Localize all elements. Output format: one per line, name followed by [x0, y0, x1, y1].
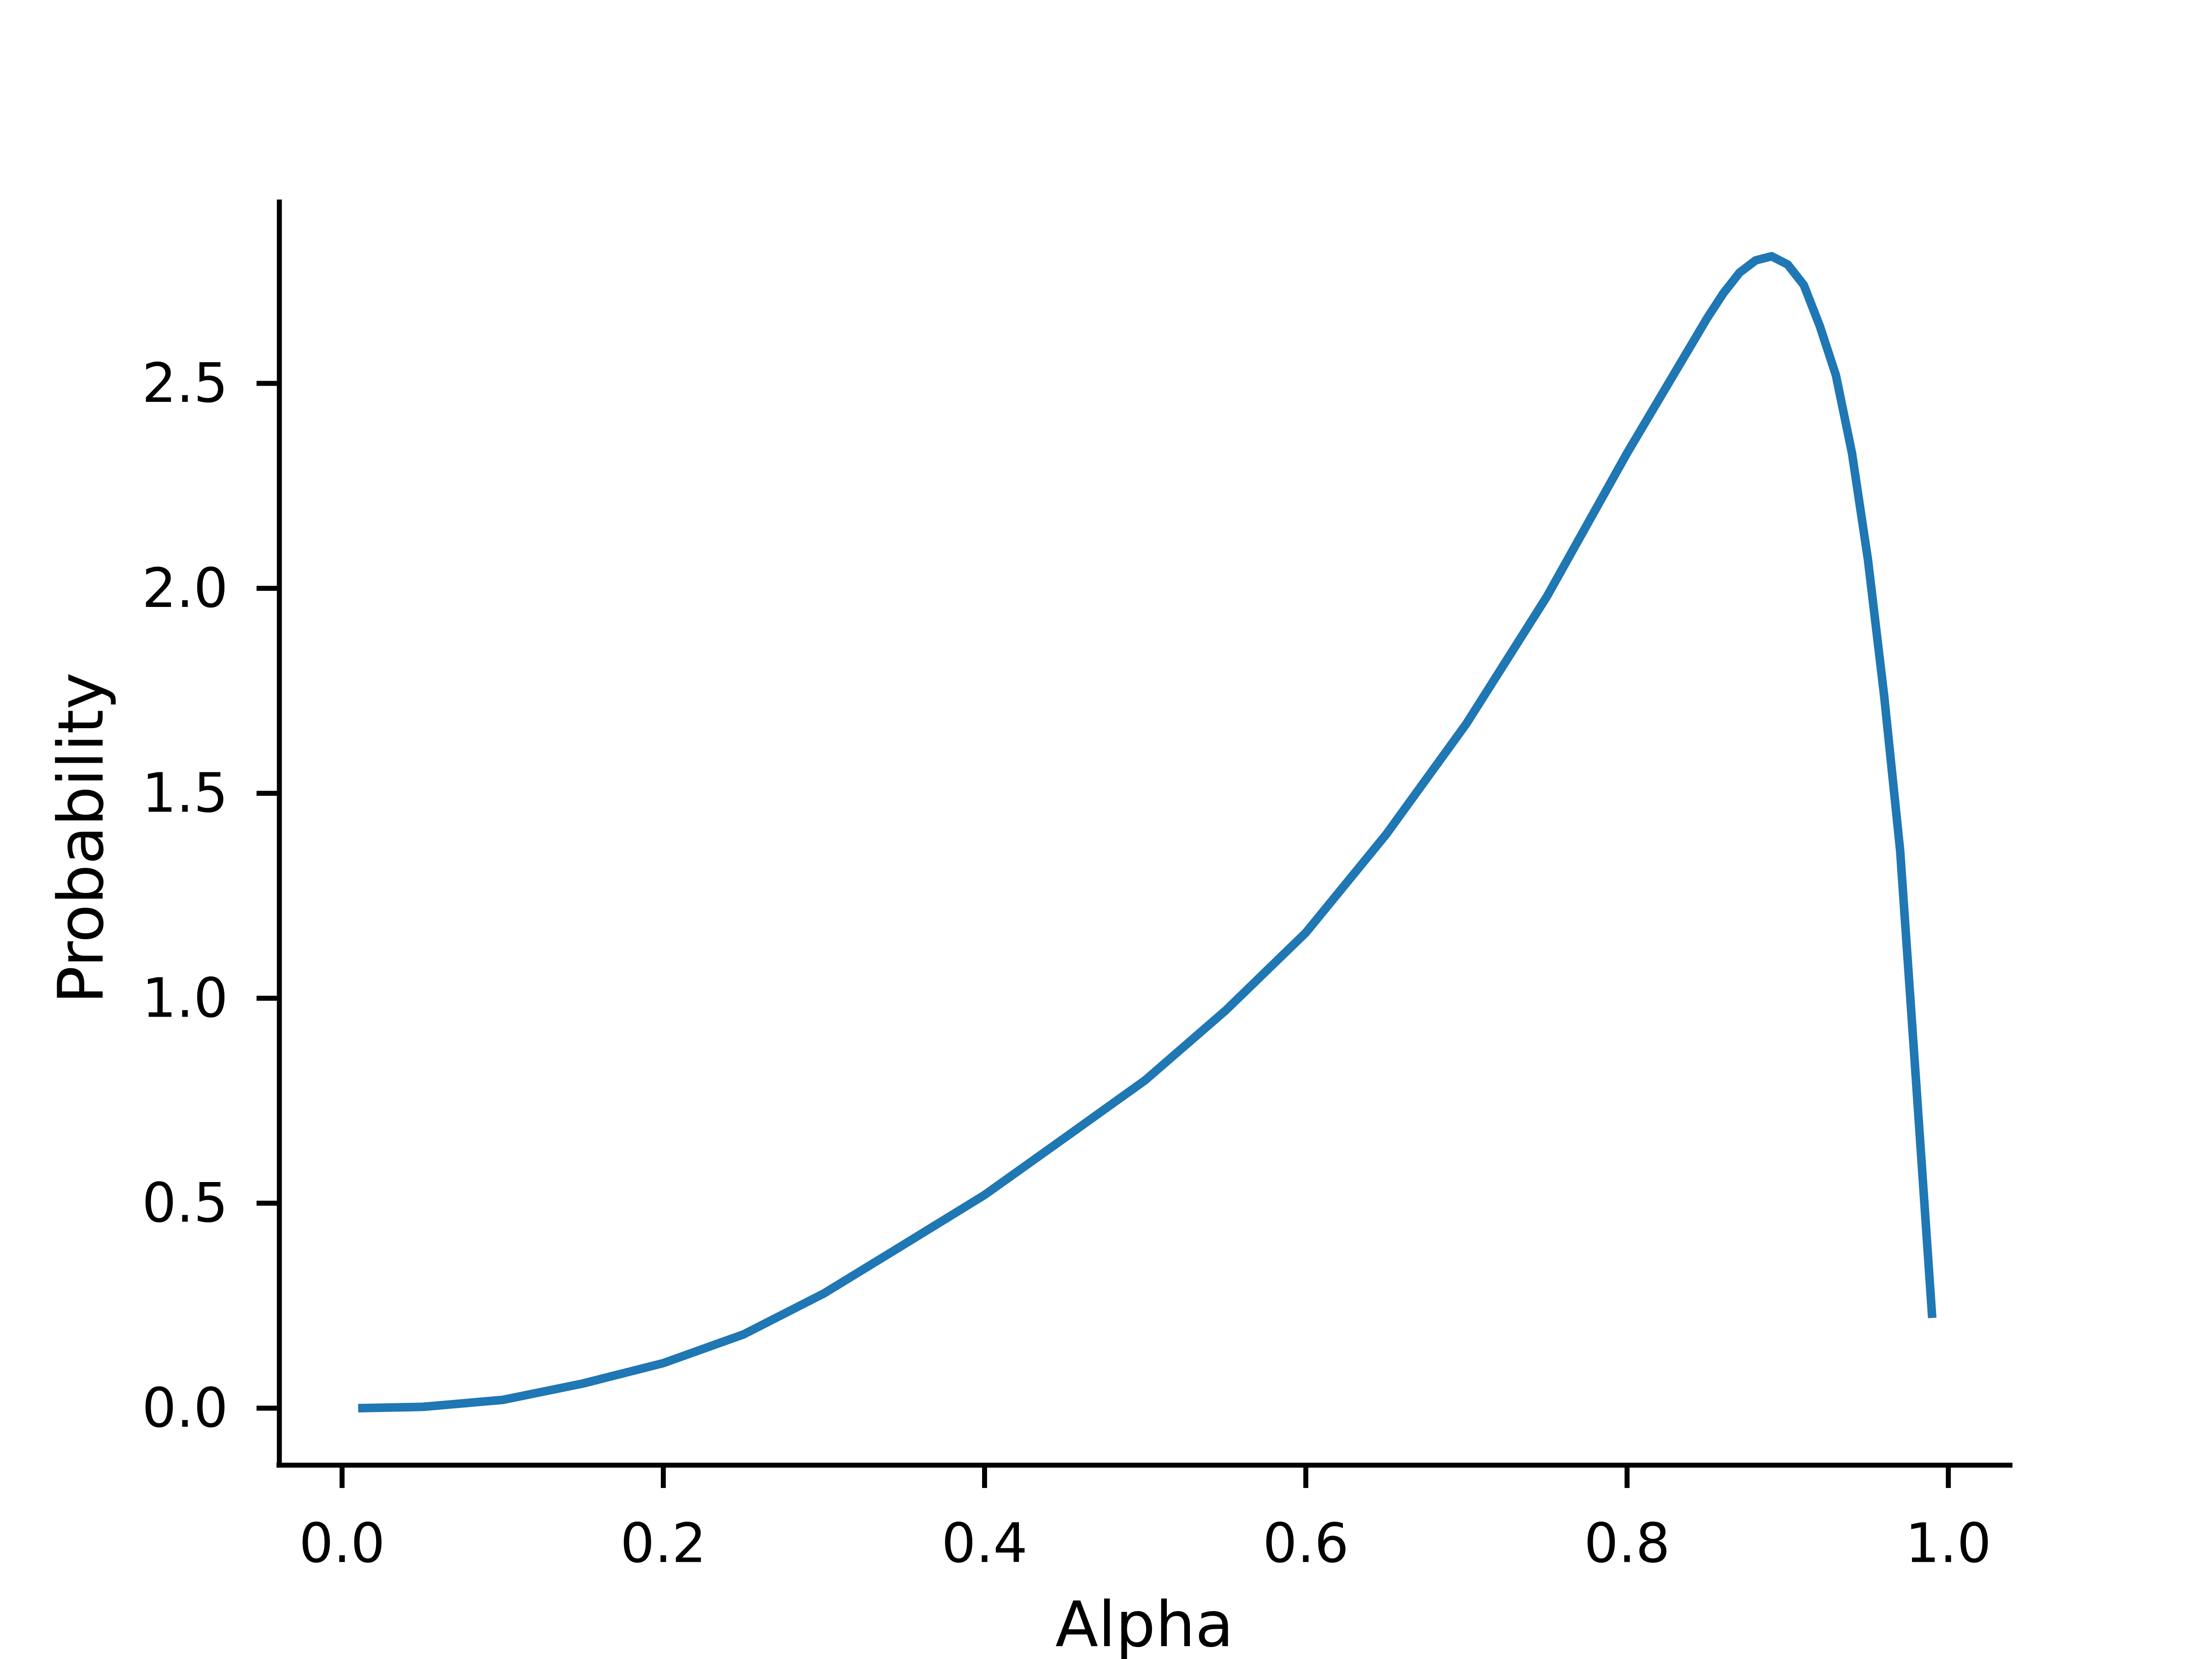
chart: 0.0 0.5 1.0 1.5 2.0 2.5 0.0 0.2 0.4 0.6 0.8 1.0 Al…	[0, 0, 2212, 1659]
y-tick-label: 1.0	[142, 966, 228, 1030]
x-tick-label: 1.0	[1905, 1512, 1991, 1575]
x-axis-ticks: 0.0 0.2 0.4 0.6 0.8 1.0	[299, 1465, 1991, 1575]
y-axis-ticks: 0.0 0.5 1.0 1.5 2.0 2.5	[142, 352, 279, 1440]
series-line	[358, 256, 1932, 1408]
y-tick-label: 2.5	[142, 352, 228, 415]
y-tick-label: 2.0	[142, 557, 228, 620]
x-axis-label: Alpha	[1055, 1588, 1234, 1659]
y-axis-label: Probability	[45, 672, 118, 1004]
y-tick-label: 1.5	[142, 762, 228, 825]
x-tick-label: 0.2	[620, 1512, 706, 1575]
x-tick-label: 0.0	[299, 1512, 385, 1575]
x-tick-label: 0.4	[941, 1512, 1028, 1575]
x-tick-label: 0.8	[1584, 1512, 1670, 1575]
y-tick-label: 0.0	[142, 1377, 228, 1440]
y-tick-label: 0.5	[142, 1171, 228, 1235]
x-tick-label: 0.6	[1263, 1512, 1349, 1575]
